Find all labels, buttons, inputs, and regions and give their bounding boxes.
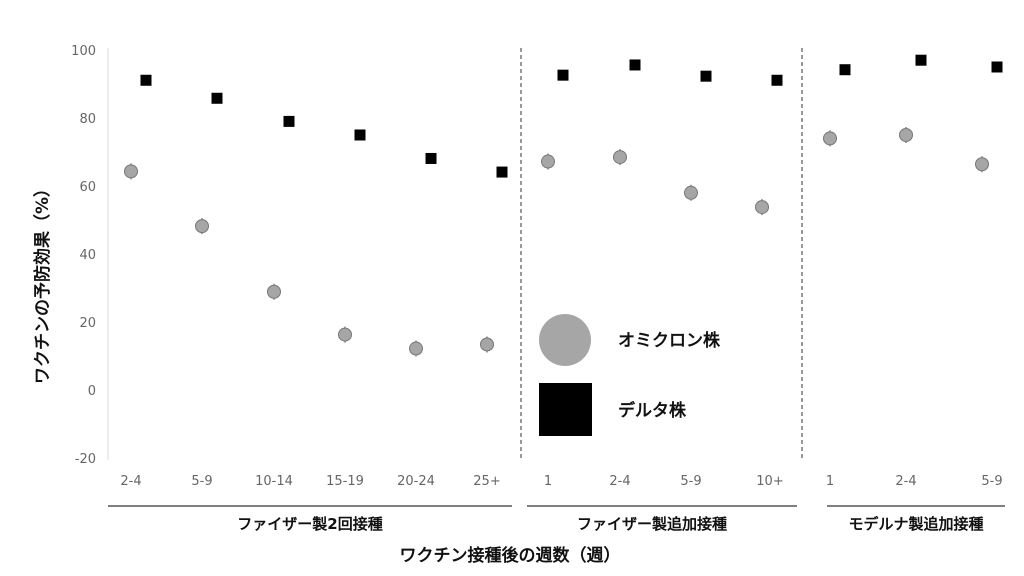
- delta-point: [283, 115, 295, 127]
- omicron-point: [823, 131, 837, 146]
- delta-point: [629, 59, 641, 71]
- x-tick-label: 2-4: [609, 474, 630, 489]
- legend: オミクロン株 デルタ株: [539, 314, 721, 436]
- omicron-point: [409, 341, 423, 356]
- x-tick-label: 2-4: [895, 474, 916, 489]
- x-tick-label: 5-9: [191, 474, 212, 489]
- delta-point: [557, 69, 569, 81]
- x-tick-label: 2-4: [120, 474, 141, 489]
- omicron-point: [899, 128, 913, 142]
- delta-point: [425, 152, 437, 164]
- y-tick-label: 40: [79, 248, 96, 263]
- delta-point: [700, 70, 712, 82]
- omicron-point: [755, 200, 769, 215]
- x-axis-ticks: 2-4 5-9 10-14 15-19 20-24 25+ 1 2-4 5-9 10+ 1 2-4 5-…: [120, 474, 1002, 489]
- y-tick-label: 60: [79, 180, 96, 195]
- y-tick-label: 20: [79, 316, 96, 331]
- delta-point: [211, 92, 223, 104]
- omicron-point: [613, 150, 627, 165]
- x-tick-label: 10+: [756, 474, 783, 489]
- x-tick-label: 1: [826, 474, 834, 489]
- delta-point: [915, 54, 927, 66]
- delta-point: [140, 74, 152, 86]
- x-tick-label: 5-9: [680, 474, 701, 489]
- delta-point: [771, 74, 783, 86]
- omicron-point: [684, 185, 698, 200]
- omicron-point: [195, 219, 209, 234]
- x-tick-label: 20-24: [397, 474, 435, 489]
- y-tick-label: 80: [79, 112, 96, 127]
- delta-point: [354, 129, 366, 141]
- legend-circle-marker: [539, 314, 591, 366]
- x-tick-label: 5-9: [981, 474, 1002, 489]
- group-label: ファイザー製追加接種: [577, 515, 727, 533]
- group-label: ファイザー製2回接種: [237, 515, 382, 533]
- delta-point: [839, 64, 851, 76]
- omicron-point: [480, 337, 494, 352]
- x-tick-label: 10-14: [255, 474, 293, 489]
- x-tick-label: 1: [544, 474, 552, 489]
- omicron-point: [124, 164, 138, 179]
- omicron-point: [975, 157, 989, 172]
- omicron-point: [267, 284, 281, 299]
- legend-label-omicron: オミクロン株: [618, 330, 721, 351]
- y-axis-ticks: 100 80 60 40 20 0 -20: [71, 44, 96, 467]
- group-label: モデルナ製追加接種: [848, 515, 983, 533]
- legend-square-marker: [539, 383, 592, 436]
- delta-point: [496, 166, 508, 178]
- legend-label-delta: デルタ株: [618, 400, 687, 421]
- group-separators: [520, 48, 803, 460]
- y-axis-label: ワクチンの予防効果（%）: [32, 180, 53, 384]
- y-tick-label: 100: [71, 44, 96, 59]
- data-marks: [124, 54, 1003, 357]
- y-tick-label: 0: [88, 384, 96, 399]
- omicron-point: [541, 154, 555, 169]
- x-tick-label: 15-19: [326, 474, 364, 489]
- x-axis-label: ワクチン接種後の週数（週）: [400, 545, 621, 566]
- y-tick-label: -20: [75, 452, 96, 467]
- x-tick-label: 25+: [473, 474, 500, 489]
- group-labels: ファイザー製2回接種 ファイザー製追加接種 モデルナ製追加接種: [108, 505, 1005, 533]
- delta-point: [991, 61, 1003, 73]
- omicron-point: [338, 327, 352, 342]
